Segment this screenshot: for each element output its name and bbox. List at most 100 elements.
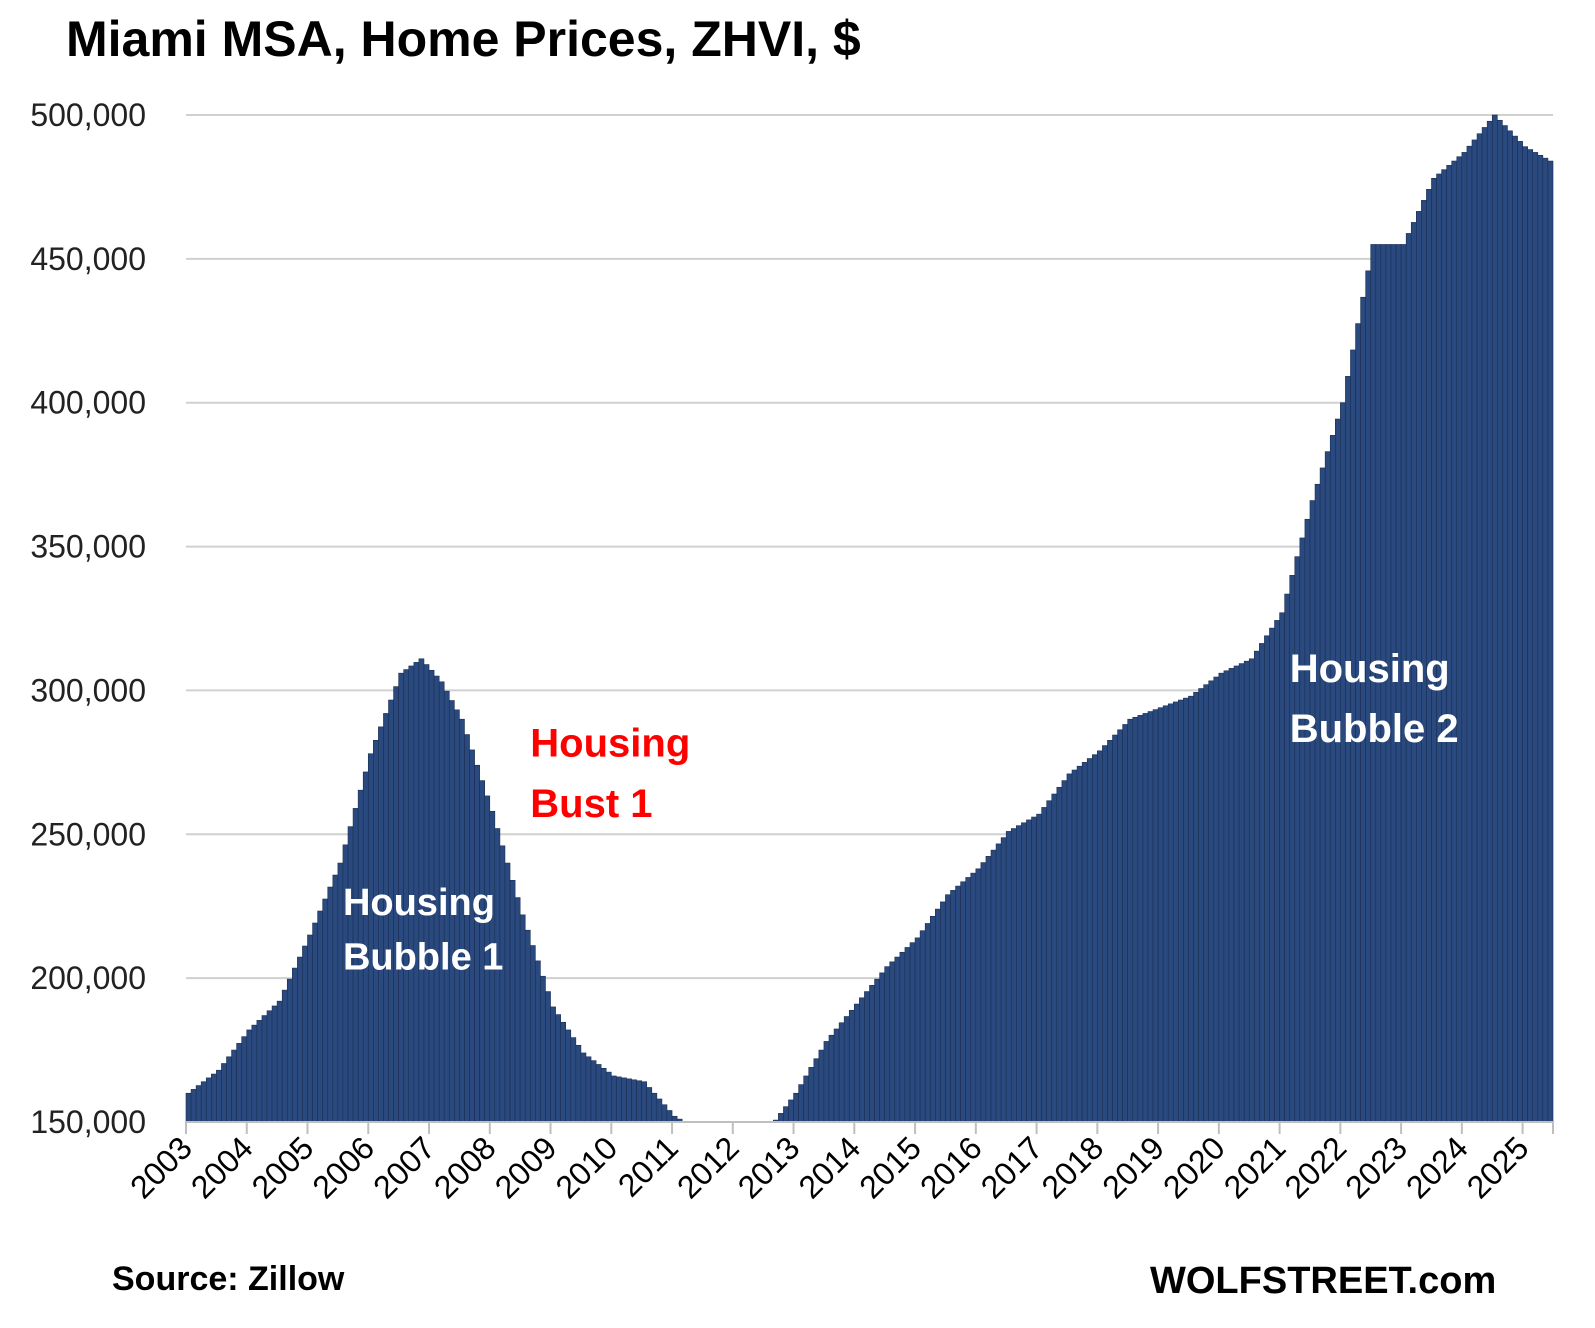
bar xyxy=(899,951,906,1123)
bar xyxy=(1021,822,1027,1123)
bar xyxy=(216,1069,222,1123)
bar xyxy=(1127,718,1134,1123)
bar xyxy=(1461,152,1468,1123)
x-tick-label: 2023 xyxy=(1338,1129,1414,1205)
bar xyxy=(1497,119,1503,1123)
bar xyxy=(185,1092,192,1123)
bar xyxy=(960,881,966,1123)
x-tick-label: 2020 xyxy=(1156,1129,1232,1205)
bar xyxy=(1081,762,1088,1123)
bar xyxy=(864,991,870,1123)
bar xyxy=(464,734,470,1123)
y-tick-label: 200,000 xyxy=(30,960,146,996)
bar xyxy=(1117,729,1123,1123)
bar xyxy=(935,908,941,1123)
bar xyxy=(1005,831,1012,1123)
bar xyxy=(378,726,384,1123)
bar xyxy=(990,849,997,1123)
x-tick-label: 2011 xyxy=(611,1129,685,1203)
x-tick-label: 2008 xyxy=(427,1129,503,1205)
bar xyxy=(651,1092,658,1123)
bar xyxy=(560,1021,567,1123)
bar xyxy=(1491,114,1498,1123)
bar xyxy=(1238,663,1245,1123)
bar xyxy=(859,997,865,1123)
bar xyxy=(1365,270,1372,1123)
bar xyxy=(803,1075,810,1123)
bar xyxy=(605,1071,612,1123)
bar xyxy=(666,1110,673,1123)
bar xyxy=(626,1078,632,1123)
bar xyxy=(1527,149,1534,1123)
bar xyxy=(833,1028,840,1123)
bar xyxy=(1294,556,1301,1123)
bar xyxy=(646,1087,653,1123)
y-tick-label: 250,000 xyxy=(30,816,146,852)
bar xyxy=(955,885,961,1123)
bar xyxy=(985,856,992,1123)
x-tick-label: 2019 xyxy=(1095,1129,1171,1205)
bar xyxy=(1193,692,1199,1123)
bar xyxy=(276,1000,283,1123)
annotation-label: Housing xyxy=(530,722,690,766)
bar xyxy=(838,1022,845,1123)
bar xyxy=(251,1024,258,1123)
x-tick-label: 2013 xyxy=(731,1129,807,1205)
bar xyxy=(798,1084,804,1123)
annotation-label: Bubble 1 xyxy=(343,937,503,979)
bar xyxy=(205,1077,212,1123)
bar xyxy=(1309,500,1316,1123)
annotation-label: Bubble 2 xyxy=(1290,707,1459,751)
bar xyxy=(980,862,987,1123)
x-tick-label: 2006 xyxy=(305,1129,381,1205)
bar xyxy=(545,991,551,1123)
x-tick-label: 2024 xyxy=(1399,1129,1475,1205)
bar xyxy=(843,1016,850,1123)
bar xyxy=(1304,518,1311,1123)
y-tick-label: 450,000 xyxy=(30,241,146,277)
bar xyxy=(1228,668,1235,1123)
bar xyxy=(281,989,288,1123)
y-axis-labels: 150,000 200,000 250,000 300,000 350,000 400,0… xyxy=(30,97,146,1140)
bar xyxy=(1178,699,1184,1123)
bar xyxy=(1324,451,1331,1123)
bar xyxy=(1537,154,1544,1123)
bar xyxy=(1198,688,1204,1123)
bar xyxy=(271,1005,278,1123)
bar xyxy=(317,910,323,1123)
bar xyxy=(1041,807,1048,1123)
bar xyxy=(783,1106,789,1123)
bar xyxy=(307,934,313,1123)
bar xyxy=(1026,819,1032,1123)
bar xyxy=(1102,745,1108,1123)
bar xyxy=(636,1080,642,1123)
bar xyxy=(1334,418,1341,1123)
bar xyxy=(656,1098,663,1123)
bar xyxy=(1213,676,1220,1123)
bar xyxy=(200,1081,207,1123)
bar xyxy=(1299,537,1306,1123)
bar xyxy=(1340,402,1346,1123)
x-tick-label: 2010 xyxy=(548,1129,624,1205)
bar xyxy=(580,1052,587,1123)
bar xyxy=(1532,152,1539,1123)
bar xyxy=(1446,165,1453,1123)
bar xyxy=(788,1099,794,1123)
bar xyxy=(1016,825,1022,1123)
bar xyxy=(1061,780,1068,1123)
bar xyxy=(231,1049,237,1123)
bar xyxy=(1152,709,1159,1123)
bar xyxy=(975,868,982,1123)
bar xyxy=(590,1060,597,1123)
bar xyxy=(793,1092,799,1123)
x-tick-label: 2021 xyxy=(1217,1129,1293,1205)
annotation-label: Bust 1 xyxy=(530,782,652,826)
bar xyxy=(1112,734,1118,1123)
bar xyxy=(1167,703,1174,1123)
bar xyxy=(1542,157,1549,1123)
bar xyxy=(1233,665,1240,1123)
bar xyxy=(575,1044,582,1123)
x-tick-label: 2025 xyxy=(1460,1129,1536,1205)
bar xyxy=(1188,695,1194,1123)
bar xyxy=(499,845,506,1123)
